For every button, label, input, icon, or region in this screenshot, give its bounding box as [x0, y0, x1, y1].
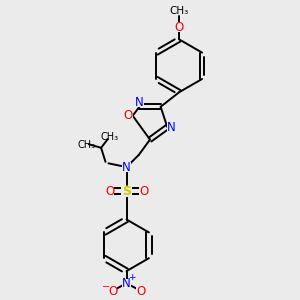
Text: N: N — [122, 277, 131, 290]
Bar — [122, 279, 131, 288]
Text: CH₃: CH₃ — [77, 140, 95, 150]
Bar — [105, 187, 114, 196]
Bar — [121, 186, 132, 197]
Text: +: + — [128, 273, 136, 282]
Text: O: O — [136, 285, 145, 298]
Text: O: O — [175, 21, 184, 34]
Bar — [167, 123, 176, 131]
Bar — [122, 162, 131, 172]
Text: S: S — [122, 184, 131, 198]
Text: N: N — [135, 96, 144, 109]
Text: N: N — [122, 160, 131, 174]
Bar — [139, 187, 148, 196]
Text: O: O — [105, 184, 114, 198]
Bar — [135, 98, 144, 107]
Text: O: O — [108, 285, 117, 298]
Bar — [108, 287, 117, 296]
Bar — [123, 111, 134, 120]
Text: N: N — [167, 121, 176, 134]
Text: O: O — [124, 109, 133, 122]
Text: CH₃: CH₃ — [170, 6, 189, 16]
Text: −: − — [102, 282, 110, 292]
Bar — [175, 22, 184, 32]
Text: CH₃: CH₃ — [100, 132, 118, 142]
Bar — [136, 287, 145, 296]
Text: O: O — [139, 184, 148, 198]
